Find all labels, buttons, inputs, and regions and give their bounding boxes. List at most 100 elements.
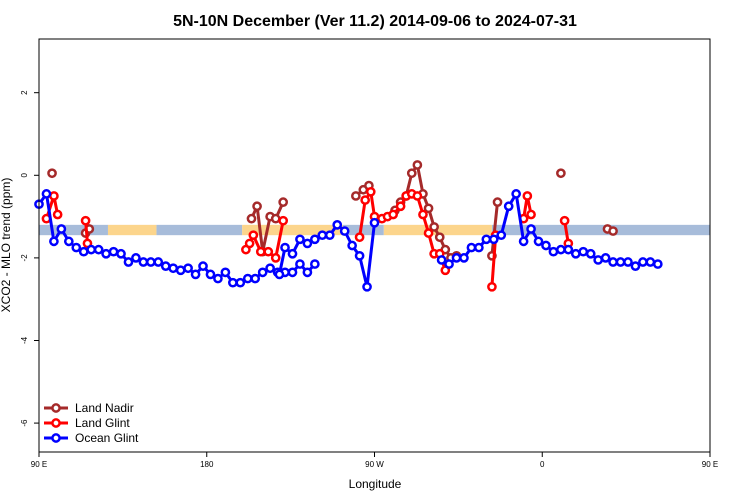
data-point [412,160,423,170]
data-point [395,201,406,212]
data-point [492,197,503,207]
x-tick-label: 90 W [365,460,384,469]
data-point [481,234,492,245]
y-tick-label: 2 [20,90,29,95]
data-point [354,232,365,243]
legend-label: Land Nadir [75,401,134,415]
x-axis: 90 E 180 90 W 0 90 E [31,452,718,469]
data-point [265,263,275,274]
x-axis-label: Longitude [349,477,402,491]
data-point [533,236,544,247]
series-line [490,201,499,256]
data-point [406,168,417,179]
series-land-glint [41,186,574,292]
data-point [101,248,111,259]
data-point [78,246,89,257]
series-ocean-glint [34,189,663,292]
chart-title: 5N-10N December (Ver 11.2) 2014-09-06 to… [173,13,577,30]
data-point [652,259,663,269]
data-point [252,201,262,212]
data-point [278,197,289,207]
data-point [145,257,156,267]
data-point [205,269,216,280]
data-point [585,248,596,259]
data-point [593,255,604,265]
data-point [541,240,551,251]
data-point [563,244,574,255]
data-point [623,257,633,267]
data-point [302,238,313,249]
band-segment [491,224,710,236]
data-point [248,230,259,241]
data-point [175,265,186,276]
data-point [131,253,141,263]
data-point [52,209,63,220]
x-tick-label: 90 E [702,460,718,469]
data-point [324,230,335,241]
data-point [511,189,522,199]
data-point [227,277,238,288]
x-tick-label: 0 [540,460,545,469]
data-point [556,168,566,179]
data-point [242,273,253,284]
data-point [270,213,281,224]
data-point [526,209,536,220]
data-point [570,248,581,259]
data-point [488,234,499,245]
data-point [638,257,648,267]
data-point [295,234,305,245]
data-point [278,215,289,226]
data-point [451,253,462,263]
band-segment [39,224,108,236]
legend-label: Land Glint [75,416,130,430]
y-tick-label: -4 [20,336,29,344]
data-point [270,253,281,263]
data-point [56,224,67,234]
data-point [47,168,57,179]
y-axis: 2 0 -2 -4 -6 [20,90,39,427]
data-point [255,246,266,257]
data-point [63,236,74,247]
data-point [116,248,126,259]
data-point [310,234,320,245]
data-point [362,281,372,292]
data-point [246,213,257,224]
data-point [213,273,223,284]
data-point [630,261,641,271]
data-point [183,263,193,274]
data-point [257,267,268,278]
data-point [556,244,566,255]
data-point [160,261,171,271]
legend-marker [51,418,61,428]
data-point [548,246,559,257]
data-point [80,215,91,226]
legend-item: Ocean Glint [44,431,139,445]
data-point [388,209,398,220]
band-segment [342,224,384,236]
series-layer [34,160,663,292]
data-point [503,201,514,212]
data-point [198,261,208,271]
data-point [608,226,618,236]
x-tick-label: 180 [200,460,214,469]
data-point [138,257,149,267]
data-point [86,244,97,255]
data-point [365,186,376,197]
data-point [274,269,285,280]
data-point [71,242,82,253]
data-point [496,230,507,241]
legend-item: Land Nadir [44,401,134,415]
data-point [522,191,533,201]
legend-marker [51,433,61,443]
data-point [220,267,231,278]
legend-label: Ocean Glint [75,431,139,445]
data-point [244,238,255,249]
legend-marker [51,403,61,413]
data-point [41,189,52,199]
plot-frame [38,38,711,453]
data-point [412,191,423,201]
data-point [235,277,246,288]
data-point [423,203,434,214]
data-point [578,246,589,257]
